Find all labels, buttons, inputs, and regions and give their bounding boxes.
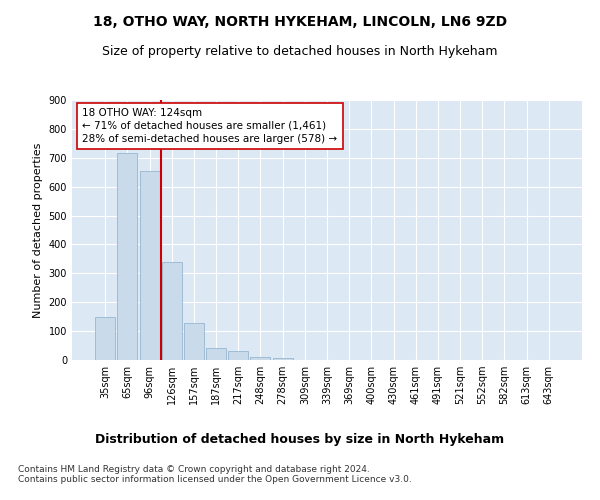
Bar [206, 348, 226, 360]
Bar [140, 171, 160, 360]
Bar [250, 356, 271, 360]
Text: Contains HM Land Registry data © Crown copyright and database right 2024.
Contai: Contains HM Land Registry data © Crown c… [18, 465, 412, 484]
Bar [272, 358, 293, 360]
Y-axis label: Number of detached properties: Number of detached properties [33, 142, 43, 318]
Bar [118, 154, 137, 360]
Bar [95, 316, 115, 360]
Text: 18, OTHO WAY, NORTH HYKEHAM, LINCOLN, LN6 9ZD: 18, OTHO WAY, NORTH HYKEHAM, LINCOLN, LN… [93, 15, 507, 29]
Bar [162, 262, 182, 360]
Bar [184, 323, 204, 360]
Text: Distribution of detached houses by size in North Hykeham: Distribution of detached houses by size … [95, 432, 505, 446]
Text: 18 OTHO WAY: 124sqm
← 71% of detached houses are smaller (1,461)
28% of semi-det: 18 OTHO WAY: 124sqm ← 71% of detached ho… [82, 108, 337, 144]
Text: Size of property relative to detached houses in North Hykeham: Size of property relative to detached ho… [102, 45, 498, 58]
Bar [228, 352, 248, 360]
